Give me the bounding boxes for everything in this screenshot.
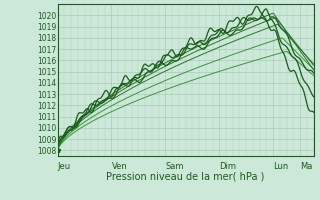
- X-axis label: Pression niveau de la mer( hPa ): Pression niveau de la mer( hPa ): [107, 172, 265, 182]
- Text: Jeu: Jeu: [58, 162, 71, 171]
- Text: Ven: Ven: [111, 162, 127, 171]
- Text: Dim: Dim: [219, 162, 236, 171]
- Text: Lun: Lun: [273, 162, 288, 171]
- Text: Ma: Ma: [300, 162, 313, 171]
- Text: Sam: Sam: [165, 162, 184, 171]
